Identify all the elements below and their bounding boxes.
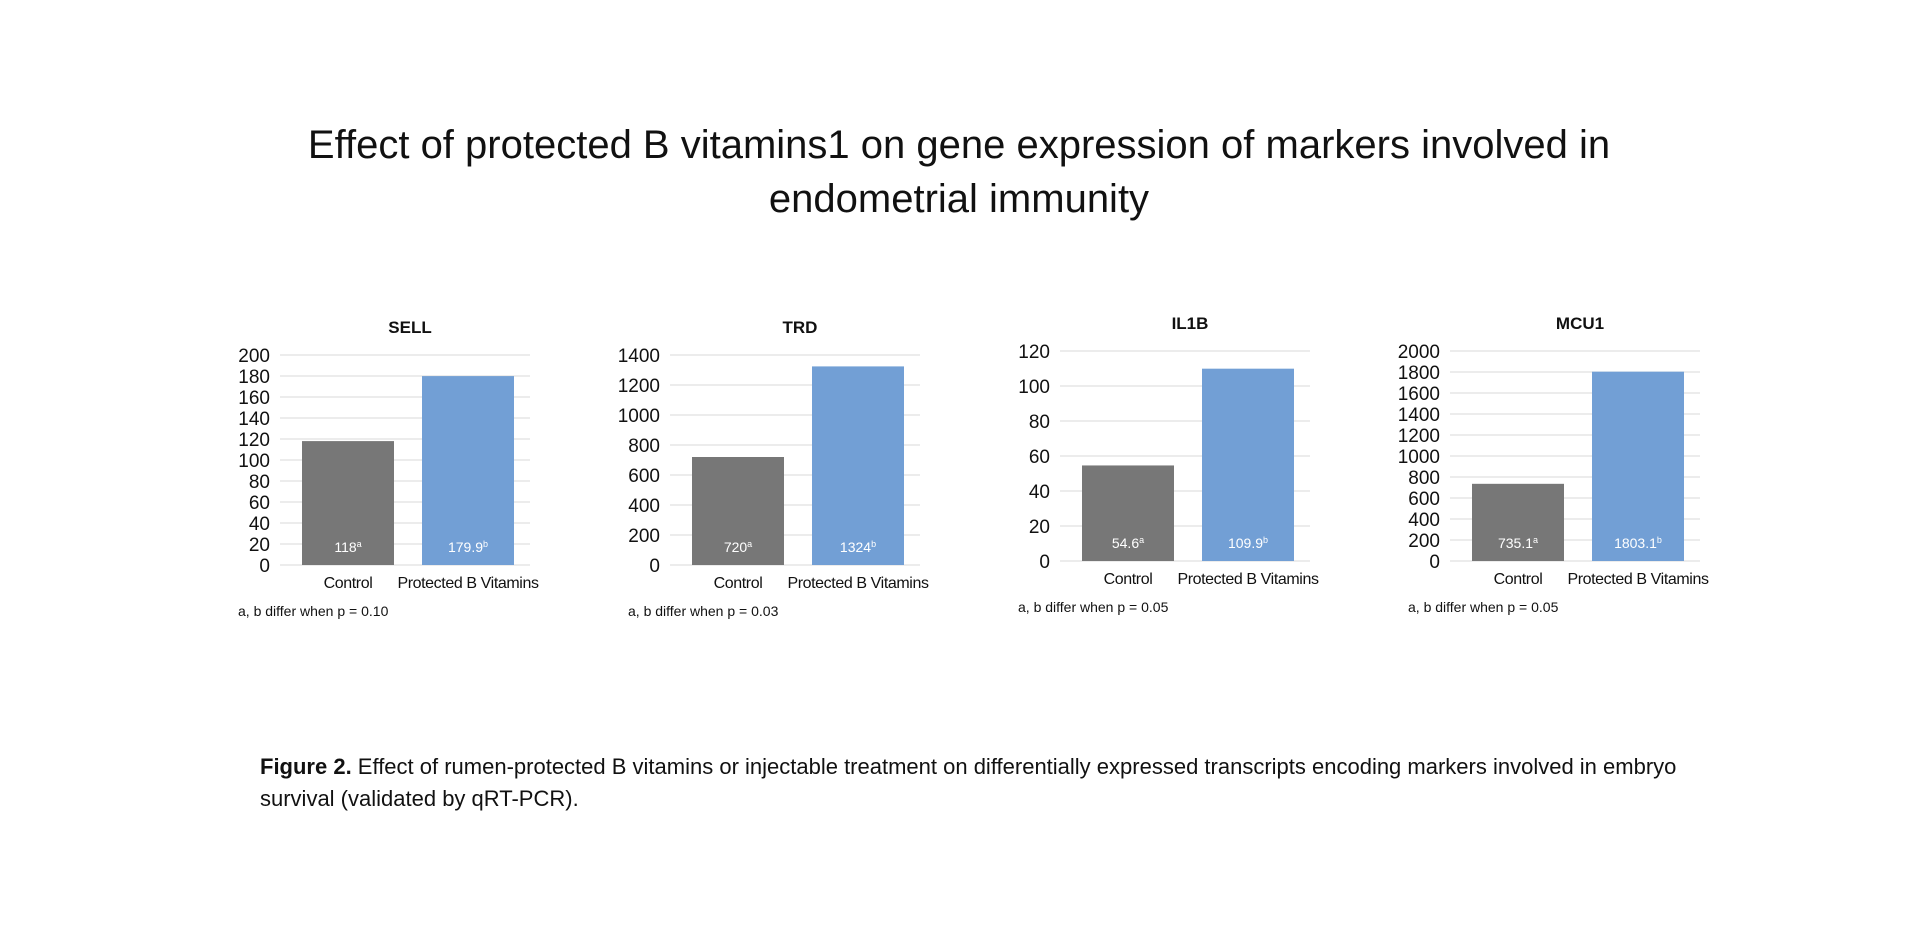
y-tick-label: 600 — [1408, 489, 1440, 510]
chart-mcu1: MCU1 0 200 400 600 800 1000 1200 1400 1600 1800 200… — [1398, 306, 1740, 626]
significance-note: a, b differ when p = 0.05 — [1408, 599, 1559, 615]
data-label-superscript: b — [1263, 535, 1268, 545]
y-tick-label: 200 — [1408, 531, 1440, 552]
y-tick-label: 80 — [249, 472, 270, 493]
data-label: 54.6a — [1112, 535, 1144, 551]
bar — [302, 441, 394, 565]
data-label-superscript: a — [1139, 535, 1144, 545]
chart-trd-svg: TRD 0 200 400 600 800 1000 1200 1400 720a Control 1… — [618, 318, 930, 592]
y-tick-label: 100 — [1018, 377, 1050, 398]
data-label: 109.9b — [1228, 535, 1268, 551]
chart-il1b: IL1B 0 20 40 60 80 100 120 54.6a Control 109.9b Pro… — [1010, 306, 1350, 626]
y-tick-label: 1200 — [618, 376, 660, 397]
y-tick-label: 40 — [1029, 482, 1050, 503]
chart-title: IL1B — [1172, 314, 1209, 333]
chart-title: SELL — [388, 318, 431, 337]
data-label: 720a — [724, 539, 752, 555]
y-tick-label: 0 — [1039, 552, 1050, 573]
y-tick-label: 60 — [249, 493, 270, 514]
data-label-superscript: b — [483, 539, 488, 549]
x-tick-label: Control — [324, 575, 373, 592]
y-tick-label: 1800 — [1398, 363, 1440, 384]
y-tick-label: 1000 — [618, 406, 660, 427]
y-tick-label: 40 — [249, 514, 270, 535]
y-tick-label: 800 — [1408, 468, 1440, 489]
y-tick-label: 1000 — [1398, 447, 1440, 468]
y-tick-label: 140 — [238, 409, 270, 430]
y-tick-label: 1600 — [1398, 384, 1440, 405]
figure-caption: Figure 2. Effect of rumen-protected B vi… — [260, 751, 1680, 815]
y-tick-label: 80 — [1029, 412, 1050, 433]
data-label-superscript: a — [357, 539, 362, 549]
y-tick-label: 400 — [628, 496, 660, 517]
bar — [692, 457, 784, 565]
y-tick-label: 120 — [238, 430, 270, 451]
data-label: 179.9b — [448, 539, 488, 555]
y-tick-label: 60 — [1029, 447, 1050, 468]
y-tick-label: 20 — [249, 535, 270, 556]
chart-il1b-svg: IL1B 0 20 40 60 80 100 120 54.6a Control 109.9b Pro… — [1018, 314, 1319, 588]
y-tick-label: 0 — [1429, 552, 1440, 573]
chart-sell: SELL 0 20 40 60 80 100 120 140 160 180 200 118a Contr… — [230, 310, 570, 630]
data-label-superscript: a — [1533, 535, 1538, 545]
chart-title: TRD — [783, 318, 818, 337]
y-tick-label: 160 — [238, 388, 270, 409]
y-tick-label: 0 — [649, 556, 660, 577]
page-title: Effect of protected B vitamins1 on gene … — [307, 123, 1611, 221]
x-tick-label: Control — [714, 575, 763, 592]
data-label-superscript: b — [1657, 535, 1662, 545]
bar — [1082, 465, 1174, 561]
y-tick-label: 400 — [1408, 510, 1440, 531]
x-tick-label: Control — [1104, 571, 1153, 588]
y-tick-label: 200 — [238, 346, 270, 367]
y-tick-label: 200 — [628, 526, 660, 547]
x-tick-label: Protected B Vitamins — [397, 575, 539, 592]
chart-mcu1-svg: MCU1 020040060080010001200140016001800200… — [1398, 314, 1710, 588]
significance-note: a, b differ when p = 0.05 — [1018, 599, 1169, 615]
y-tick-label: 1400 — [1398, 405, 1440, 426]
y-tick-label: 20 — [1029, 517, 1050, 538]
significance-note: a, b differ when p = 0.03 — [628, 603, 779, 619]
x-tick-label: Protected B Vitamins — [1177, 571, 1319, 588]
bar — [812, 366, 904, 565]
y-tick-label: 800 — [628, 436, 660, 457]
x-tick-label: Protected B Vitamins — [787, 575, 929, 592]
bar — [1472, 483, 1564, 561]
data-label: 1803.1b — [1614, 535, 1662, 551]
bar — [422, 376, 514, 565]
data-label: 735.1a — [1498, 535, 1538, 551]
y-tick-label: 120 — [1018, 342, 1050, 363]
data-label-superscript: a — [747, 539, 752, 549]
bar — [1592, 371, 1684, 561]
y-tick-label: 600 — [628, 466, 660, 487]
y-tick-label: 1400 — [618, 346, 660, 367]
chart-title: MCU1 — [1556, 314, 1604, 333]
data-label: 1324b — [840, 539, 876, 555]
significance-note: a, b differ when p = 0.10 — [238, 603, 389, 619]
y-tick-label: 1200 — [1398, 426, 1440, 447]
x-tick-label: Control — [1494, 571, 1543, 588]
data-label: 118a — [334, 539, 361, 555]
y-tick-label: 100 — [238, 451, 270, 472]
y-tick-label: 0 — [259, 556, 270, 577]
bar — [1202, 368, 1294, 561]
chart-trd: TRD 0 200 400 600 800 1000 1200 1400 720a Control 1… — [618, 310, 960, 630]
figure-caption-label: Figure 2. — [260, 754, 352, 779]
data-label-superscript: b — [871, 539, 876, 549]
x-tick-label: Protected B Vitamins — [1567, 571, 1709, 588]
figure-caption-text: Effect of rumen-protected B vitamins or … — [260, 754, 1677, 811]
y-tick-label: 180 — [238, 367, 270, 388]
y-tick-label: 2000 — [1398, 342, 1440, 363]
